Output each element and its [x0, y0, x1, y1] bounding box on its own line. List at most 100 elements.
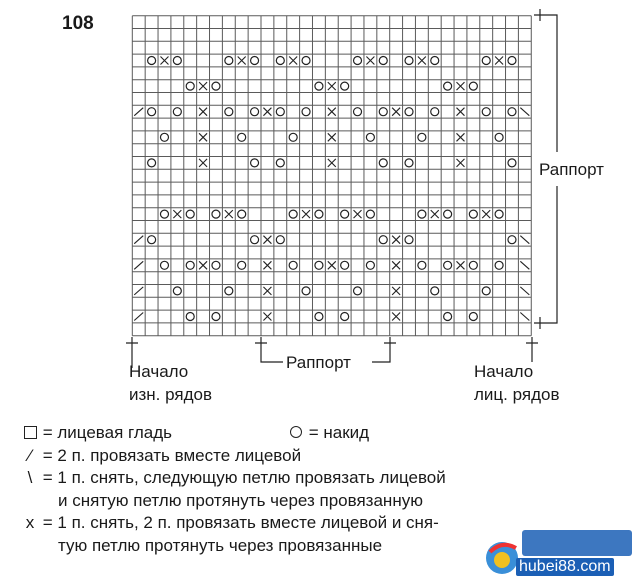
sk2p-symbol [198, 107, 208, 117]
yarn-over-symbol [443, 311, 453, 322]
yarn-over-symbol [417, 132, 427, 142]
figure-number: 108 [62, 13, 94, 34]
sk2p-symbol [366, 56, 375, 65]
chart-grid [131, 15, 532, 337]
yarn-over-symbol [172, 107, 182, 117]
yarn-over-symbol [249, 107, 260, 117]
sk2p-symbol [198, 132, 208, 142]
yarn-over-symbol [430, 286, 440, 296]
sk2p-symbol [494, 56, 504, 65]
legend-k2tog-text: = 2 п. провязать вместе лицевой [42, 445, 302, 465]
yarn-over-symbol [301, 286, 311, 296]
yarn-over-symbol [185, 311, 195, 322]
plus-marker-bottom-right [534, 317, 546, 329]
sk2p-symbol [353, 209, 362, 219]
yarn-over-symbol [430, 107, 440, 117]
yarn-over-symbol [507, 158, 517, 168]
yarn-over-symbol [301, 107, 311, 117]
yarn-over-symbol [468, 260, 478, 270]
yarn-over-symbol [185, 260, 195, 270]
repeat-start-marker [255, 337, 283, 363]
sk2p-symbol [198, 260, 208, 270]
yarn-over-symbol [211, 260, 221, 270]
sk2p-symbol [288, 56, 298, 65]
yarn-over-symbol [237, 209, 247, 219]
sk2p-symbol [237, 56, 247, 65]
sk2p-symbol [198, 158, 208, 168]
horizontal-repeat-label: Раппорт [286, 353, 351, 372]
yarn-over-symbol [237, 260, 247, 270]
yarn-over-symbol [507, 235, 517, 245]
yarn-over-symbol [378, 55, 388, 66]
k2tog-symbol [133, 286, 144, 296]
k2tog-symbol [133, 235, 144, 245]
yarn-over-symbol [249, 158, 260, 168]
yarn-over-symbol [352, 286, 363, 296]
cross-icon: x [25, 513, 35, 533]
sk2p-symbol [391, 286, 401, 296]
yarn-over-symbol [404, 235, 414, 245]
yarn-over-symbol [443, 81, 453, 91]
yarn-over-symbol [288, 132, 298, 142]
yarn-over-symbol [147, 55, 157, 66]
sk2p-symbol [481, 209, 491, 219]
vertical-repeat-label: Раппорт [539, 160, 604, 179]
legend-k2tog: ⁄ = 2 п. провязать вместе лицевой [22, 445, 446, 468]
yarn-over-symbol [147, 235, 157, 245]
sk2p-symbol [198, 81, 208, 91]
sk2p-symbol [456, 260, 465, 270]
sk2p-symbol [327, 132, 337, 142]
yarn-over-symbol [417, 260, 427, 270]
k2tog-symbol [133, 312, 144, 321]
logo-text-block [522, 530, 632, 556]
legend-skp: \ = 1 п. снять, следующую петлю провязат… [22, 467, 446, 490]
yarn-over-symbol [352, 55, 363, 66]
yarn-over-symbol [507, 107, 517, 117]
skp-symbol [519, 260, 530, 270]
yarn-over-symbol [378, 158, 388, 168]
yarn-over-symbol [378, 235, 388, 245]
slash-icon: ⁄ [28, 445, 32, 465]
yarn-over-symbol [314, 311, 324, 322]
k2tog-symbol [133, 107, 144, 117]
yarn-over-symbol [147, 107, 157, 117]
bottom-markers [126, 337, 538, 368]
start-right-side-label-2: лиц. рядов [474, 385, 559, 404]
yarn-over-symbol [314, 260, 324, 270]
yarn-over-symbol [443, 260, 453, 270]
legend-sk2p: x = 1 п. снять, 2 п. провязать вместе ли… [22, 512, 446, 535]
yarn-over-symbol [159, 132, 170, 142]
globe-logo-icon [486, 542, 518, 574]
yarn-over-symbol [147, 158, 157, 168]
yarn-over-symbol [340, 209, 350, 219]
start-right-side-label-1: Начало [474, 362, 533, 381]
legend-sk2p-text-1: = 1 п. снять, 2 п. провязать вместе лице… [42, 513, 439, 533]
sk2p-symbol [456, 81, 465, 91]
sk2p-symbol [263, 286, 272, 296]
k2tog-symbol [133, 260, 144, 270]
backslash-icon: \ [27, 468, 33, 488]
yarn-over-symbol [468, 311, 478, 322]
yarn-over-symbol [301, 55, 311, 66]
sk2p-symbol [327, 81, 337, 91]
yarn-over-symbol [172, 55, 182, 66]
yarn-over-symbol [224, 286, 234, 296]
watermark-url: hubei88.com [516, 558, 614, 576]
yarn-over-symbol [481, 55, 491, 66]
yarn-over-symbol [211, 209, 221, 219]
sk2p-symbol [263, 312, 272, 321]
yarn-over-symbol [340, 81, 350, 91]
yarn-over-symbol [340, 260, 350, 270]
sk2p-symbol [417, 56, 427, 65]
skp-symbol [519, 312, 530, 321]
sk2p-symbol [456, 107, 465, 117]
yarn-over-symbol [404, 107, 414, 117]
start-right-side-marker [526, 337, 538, 362]
sk2p-symbol [391, 312, 401, 321]
sk2p-symbol [391, 107, 401, 117]
square-icon [22, 422, 38, 445]
yarn-over-symbol [378, 107, 388, 117]
start-wrong-side-label-1: Начало [129, 362, 188, 381]
yarn-over-symbol [494, 132, 504, 142]
